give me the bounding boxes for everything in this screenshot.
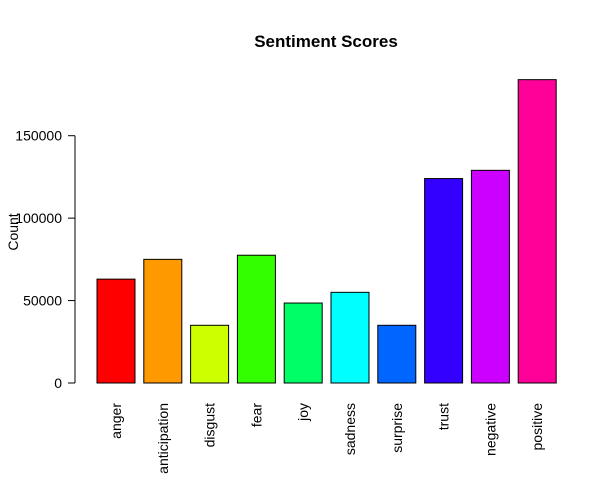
x-tick-label: sadness: [342, 403, 358, 455]
bar-negative: [470, 169, 510, 384]
y-tick-label: 100000: [15, 210, 62, 226]
x-tick-labels: anger anticipation disgust fear joy sadness su…: [108, 403, 545, 474]
y-tick-label: 0: [54, 375, 62, 391]
bar-surprise: [377, 324, 417, 384]
x-tick-label: joy: [295, 403, 311, 422]
y-axis-label: Count: [5, 213, 21, 250]
bar-joy: [283, 302, 323, 384]
chart-title: Sentiment Scores: [254, 32, 398, 51]
x-tick-label: anger: [108, 403, 124, 439]
x-tick-label: trust: [436, 403, 452, 430]
bar-sadness: [330, 291, 370, 384]
bar-fear: [236, 254, 276, 384]
bar-anger: [96, 278, 136, 384]
bar-anticipation: [143, 258, 183, 384]
bar-positive: [517, 79, 557, 384]
y-tick-label: 150000: [15, 128, 62, 144]
bar-trust: [424, 178, 464, 384]
bars: [96, 79, 557, 384]
x-tick-label: surprise: [389, 403, 405, 453]
y-tick-label: 50000: [23, 293, 62, 309]
bar-disgust: [190, 324, 230, 384]
x-tick-label: positive: [529, 403, 545, 451]
x-tick-label: negative: [482, 403, 498, 456]
x-tick-label: fear: [248, 403, 264, 427]
x-tick-label: anticipation: [155, 403, 171, 474]
x-tick-label: disgust: [202, 403, 218, 447]
y-axis: 0 50000 100000 150000: [15, 128, 76, 391]
